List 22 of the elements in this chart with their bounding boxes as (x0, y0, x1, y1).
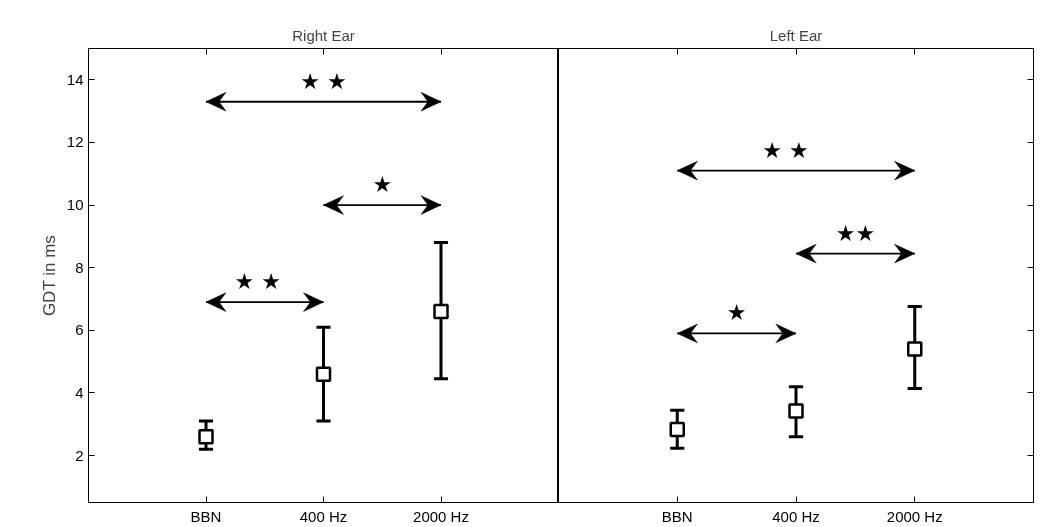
y-tick-label: 14 (66, 70, 84, 88)
chart-title: Left Ear (769, 26, 823, 44)
y-tick-label: 4 (75, 383, 84, 401)
x-tick-label: 2000 Hz (886, 507, 943, 525)
x-tick-label: BBN (661, 507, 693, 525)
chart-title: Right Ear (292, 26, 355, 44)
x-tick-label: BBN (190, 507, 222, 525)
annotation: ★ (372, 172, 393, 198)
y-axis-title: GDT in ms (39, 235, 59, 317)
y-tick-label: 12 (66, 133, 84, 151)
y-tick-label: 10 (66, 196, 84, 214)
x-tick-label: 2000 Hz (413, 507, 469, 525)
annotation: ★ ★ (300, 68, 347, 94)
annotation: ★★ (835, 220, 876, 246)
annotation: ★ ★ (234, 269, 281, 295)
x-tick-label: 400 Hz (772, 507, 820, 525)
annotation: ★ (726, 300, 747, 326)
y-tick-label: 6 (75, 321, 84, 339)
y-tick-label: 8 (75, 258, 84, 276)
annotation: ★ ★ (762, 137, 809, 163)
x-tick-label: 400 Hz (299, 507, 348, 525)
y-tick-label: 2 (75, 446, 84, 464)
